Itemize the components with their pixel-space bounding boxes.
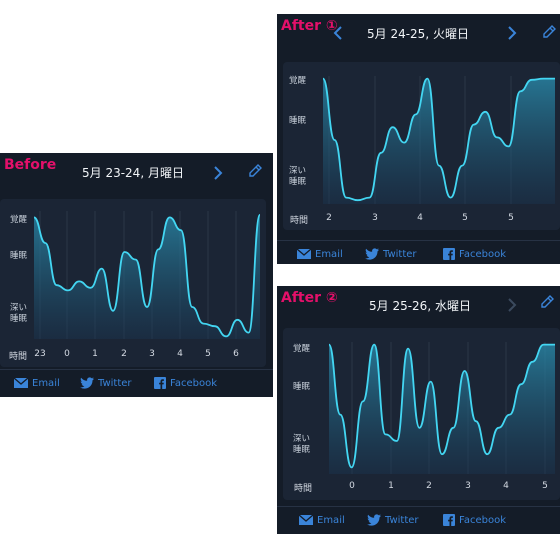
after2-x-tick: 2 [426, 481, 432, 491]
after2-x-tick: 3 [465, 481, 471, 491]
before-x-tick: 5 [205, 349, 211, 359]
after2-email-label: Email [317, 515, 345, 526]
before-facebook-button[interactable]: Facebook [154, 376, 217, 392]
sleep-line [328, 343, 555, 469]
after1-label: After ① [281, 18, 338, 34]
after2-facebook-button[interactable]: Facebook [443, 513, 506, 529]
sleep-area-fill [329, 344, 555, 474]
after1-chart: 覚醒 睡眠 深い 睡眠 時間 2 3 4 5 5 [283, 62, 560, 230]
after1-date: 5月 24-25, 火曜日 [367, 27, 469, 41]
pencil-icon[interactable] [247, 163, 263, 183]
before-twitter-button[interactable]: Twitter [80, 376, 132, 392]
after1-share-bar: Email Twitter Facebook [277, 240, 560, 264]
before-x-tick: 2 [121, 349, 127, 359]
pencil-icon[interactable] [539, 294, 555, 314]
before-chart: 覚醒 睡眠 深い 睡眠 時間 23 0 1 2 3 4 5 6 [0, 199, 266, 367]
twitter-bird-icon [367, 514, 381, 526]
after2-twitter-label: Twitter [385, 515, 419, 526]
after2-date: 5月 25-26, 水曜日 [369, 299, 471, 313]
before-x-tick: 23 [34, 349, 46, 359]
after2-x-tick: 0 [349, 481, 355, 491]
after2-x-axis-title: 時間 [293, 484, 313, 494]
after2-share-bar: Email Twitter Facebook [277, 506, 560, 534]
after2-header: After ② 5月 25-26, 水曜日 [277, 286, 560, 326]
before-facebook-label: Facebook [170, 378, 217, 389]
after1-x-axis-title: 時間 [289, 216, 309, 226]
after1-facebook-label: Facebook [459, 249, 506, 260]
after2-panel: After ② 5月 25-26, 水曜日 覚醒 睡眠 深い 睡眠 時間 0 1… [277, 286, 560, 534]
after1-x-tick: 5 [462, 213, 468, 223]
before-email-button[interactable]: Email [13, 376, 60, 392]
after1-sleep-graph [322, 76, 555, 204]
pencil-icon[interactable] [541, 24, 557, 44]
mail-icon [13, 377, 29, 388]
after1-facebook-button[interactable]: Facebook [443, 247, 506, 263]
before-sleep-graph [33, 211, 261, 339]
facebook-icon [443, 248, 455, 260]
before-date: 5月 23-24, 月曜日 [82, 166, 184, 180]
sleep-area-fill [323, 78, 555, 204]
chevron-left-icon[interactable] [333, 25, 343, 45]
after2-email-button[interactable]: Email [298, 513, 345, 529]
sleep-area-fill [34, 214, 260, 339]
after1-email-button[interactable]: Email [296, 247, 343, 263]
sleep-line [322, 77, 555, 202]
after2-x-tick: 4 [503, 481, 509, 491]
before-label: Before [4, 157, 57, 173]
after1-x-tick: 2 [326, 213, 332, 223]
after1-x-tick: 3 [372, 213, 378, 223]
before-email-label: Email [32, 378, 60, 389]
before-x-axis-title: 時間 [8, 352, 28, 362]
after2-x-tick: 5 [542, 481, 548, 491]
after2-label: After ② [281, 290, 338, 306]
before-header: Before 5月 23-24, 月曜日 [0, 153, 273, 193]
sleep-line [33, 213, 261, 338]
after1-twitter-button[interactable]: Twitter [365, 247, 417, 263]
chevron-right-icon[interactable] [213, 165, 223, 185]
before-twitter-label: Twitter [98, 378, 132, 389]
before-x-tick: 6 [233, 349, 239, 359]
after1-header: After ① 5月 24-25, 火曜日 [277, 14, 560, 54]
twitter-bird-icon [80, 377, 94, 389]
twitter-bird-icon [365, 248, 379, 260]
before-x-tick: 1 [92, 349, 98, 359]
after2-facebook-label: Facebook [459, 515, 506, 526]
after2-twitter-button[interactable]: Twitter [367, 513, 419, 529]
mail-icon [298, 514, 314, 525]
after2-sleep-graph [328, 342, 555, 474]
after2-x-tick: 1 [388, 481, 394, 491]
before-x-tick: 4 [177, 349, 183, 359]
after2-chart: 覚醒 睡眠 深い 睡眠 時間 0 1 2 3 4 5 [283, 328, 560, 500]
after1-x-tick: 4 [417, 213, 423, 223]
before-x-tick: 0 [64, 349, 70, 359]
after1-panel: After ① 5月 24-25, 火曜日 覚醒 睡眠 深い 睡眠 時間 2 3… [277, 14, 560, 264]
before-x-tick: 3 [149, 349, 155, 359]
after1-x-tick: 5 [508, 213, 514, 223]
after1-email-label: Email [315, 249, 343, 260]
mail-icon [296, 248, 312, 259]
chevron-right-icon[interactable] [507, 25, 517, 45]
after1-twitter-label: Twitter [383, 249, 417, 260]
facebook-icon [443, 514, 455, 526]
facebook-icon [154, 377, 166, 389]
before-panel: Before 5月 23-24, 月曜日 覚醒 睡眠 深い 睡眠 時間 23 0… [0, 153, 273, 397]
before-share-bar: Email Twitter Facebook [0, 369, 273, 397]
chevron-right-icon[interactable] [507, 297, 517, 317]
